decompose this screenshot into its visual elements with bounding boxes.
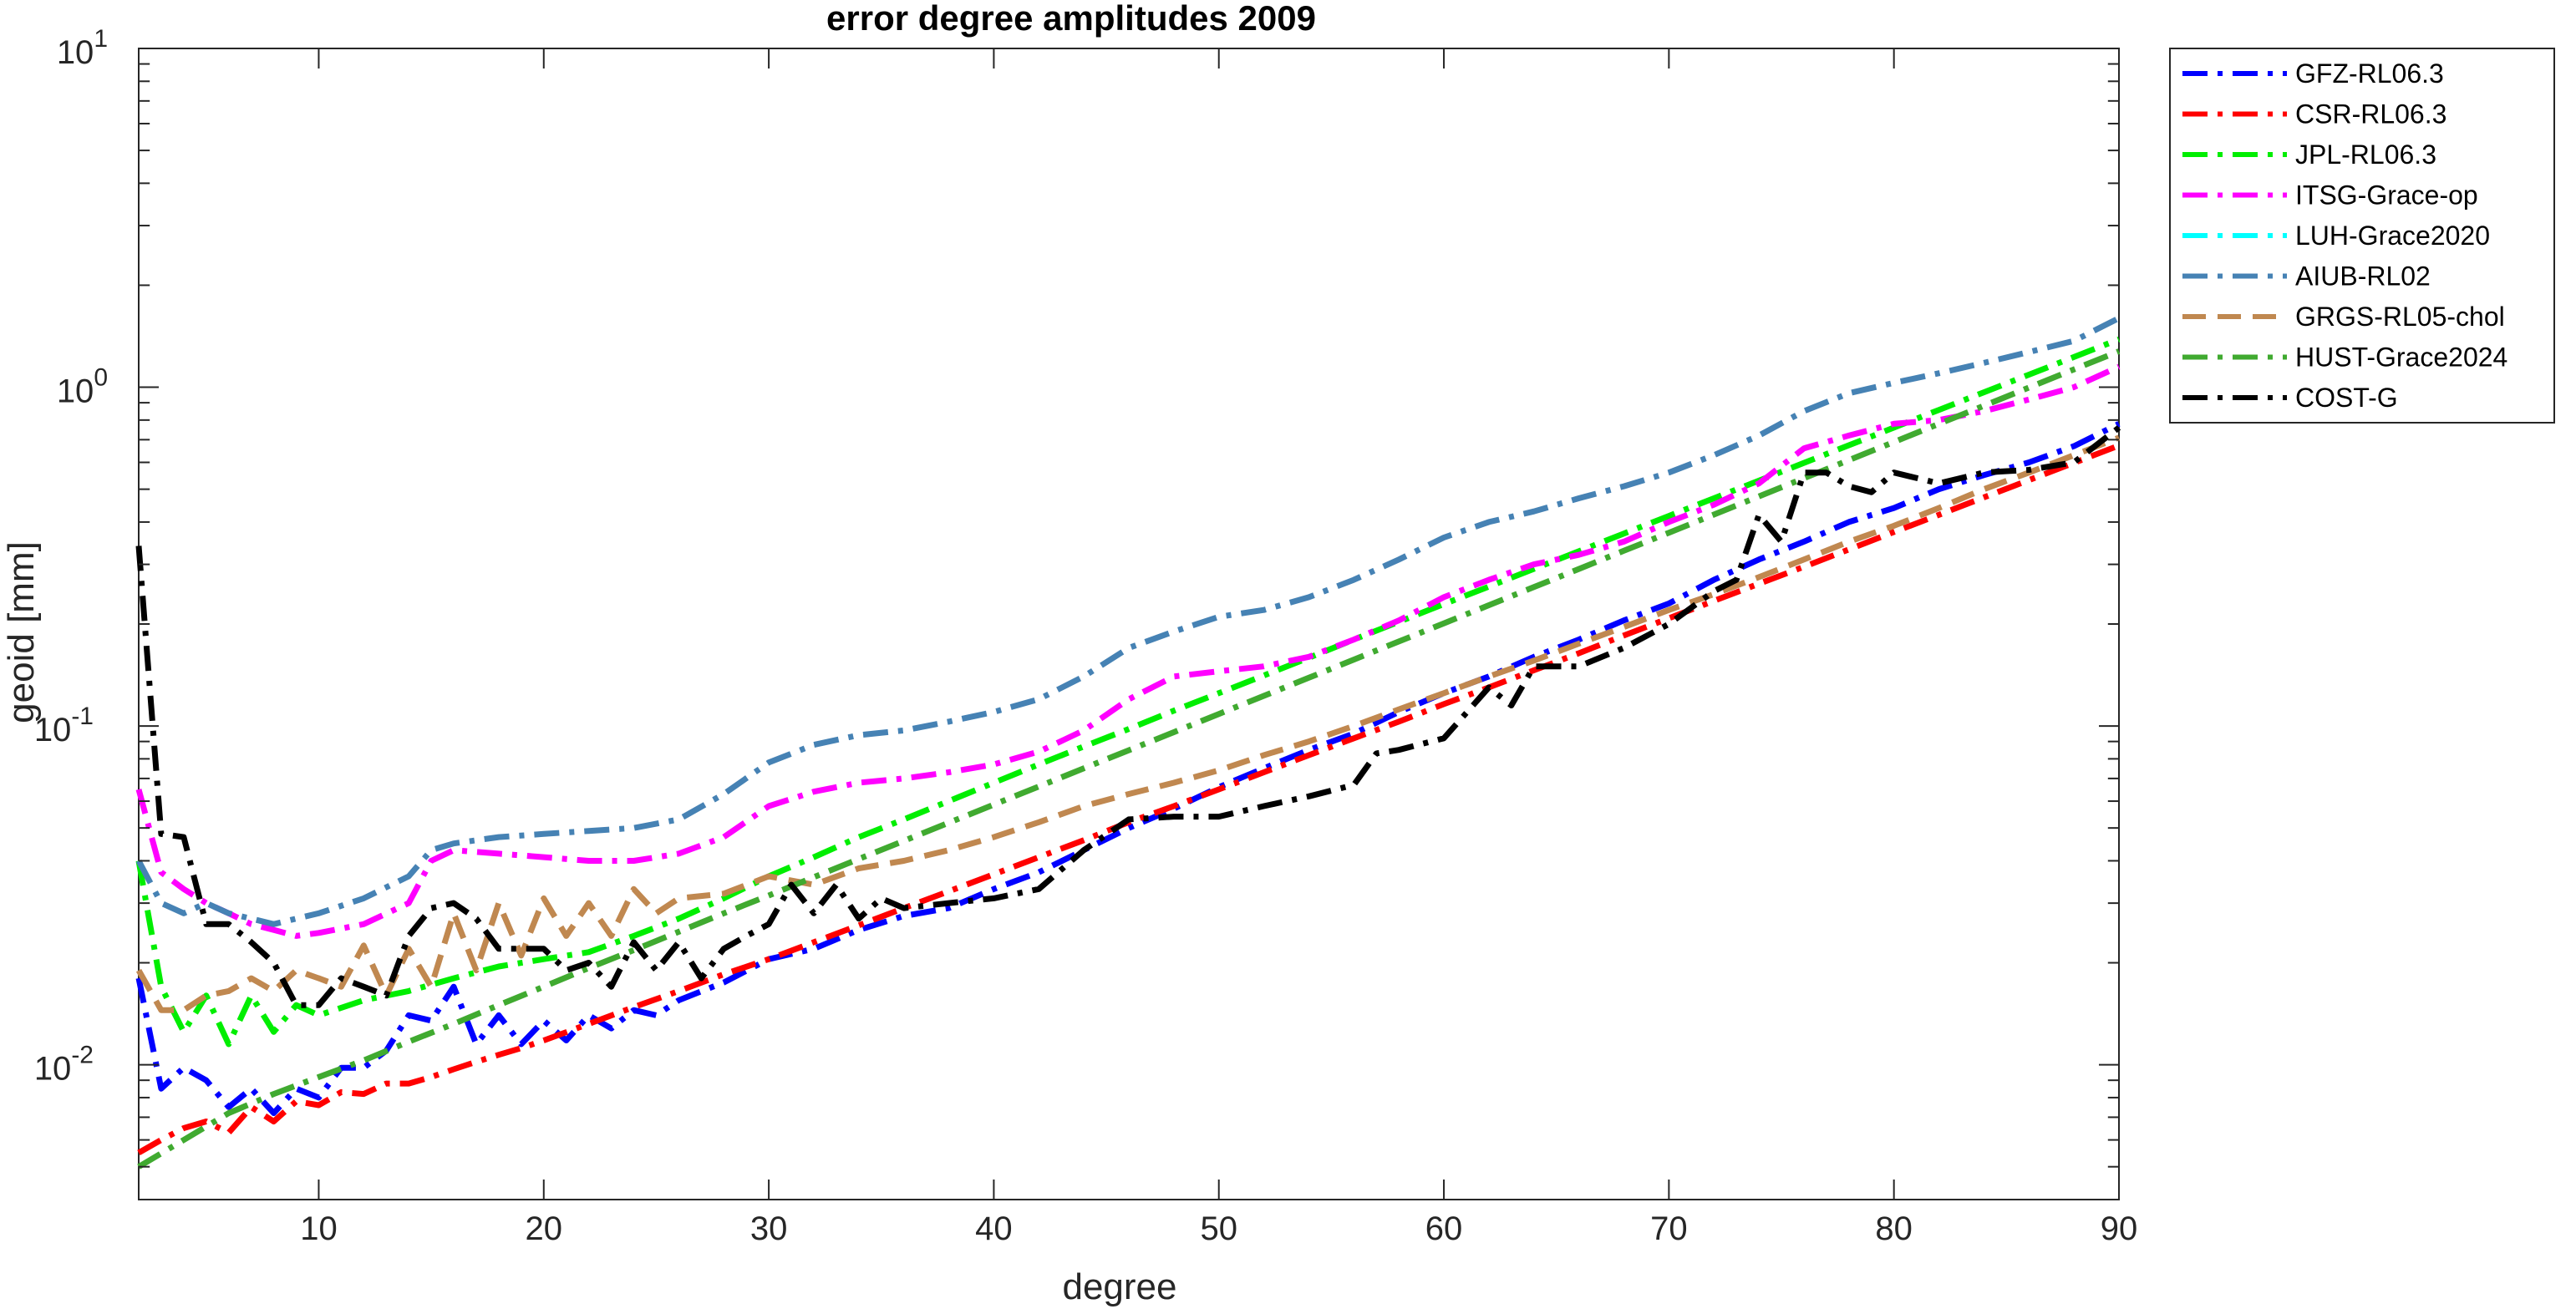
plot-area: 10 20 30 40 50 60 70 80 90 10-2 10-1 100 101 — [34, 25, 2137, 1247]
x-tick-label-60: 60 — [1425, 1210, 1463, 1247]
series-line-itsg-grace-op — [135, 363, 2121, 939]
series-line-gfz-rl06-3 — [135, 421, 2121, 1116]
series-layer — [135, 315, 2121, 1169]
series-line-grgs-rl05-chol — [135, 434, 2121, 1013]
series-line-csr-rl06-3 — [137, 443, 2121, 1155]
legend-label-grgs-rl05-chol: GRGS-RL05-chol — [2295, 302, 2505, 332]
legend-label-aiub-rl02: AIUB-RL02 — [2295, 261, 2431, 292]
series-line-hust-grace2024 — [137, 348, 2121, 1169]
legend-label-luh-grace2020: LUH-Grace2020 — [2295, 221, 2490, 251]
legend-items: GFZ-RL06.3 CSR-RL06.3 JPL-RL06.3 ITSG-Grace… — [2182, 58, 2507, 413]
tick-layer: 10 20 30 40 50 60 70 80 90 10-2 10-1 100 101 — [34, 25, 2137, 1247]
series-line-cost-g — [135, 425, 2121, 1008]
y-tick-label--2: 10-2 — [34, 1042, 94, 1088]
series-line-aiub-rl02 — [135, 315, 2121, 927]
x-tick-label-30: 30 — [750, 1210, 788, 1247]
y-axis-label: geoid [mm] — [1, 541, 42, 723]
axes-box — [138, 48, 2120, 1200]
x-tick-label-90: 90 — [2101, 1210, 2138, 1247]
y-tick-label--1: 10-1 — [34, 703, 94, 748]
legend: GFZ-RL06.3 CSR-RL06.3 JPL-RL06.3 ITSG-Grace… — [2169, 48, 2555, 424]
x-tick-label-10: 10 — [300, 1210, 338, 1247]
x-axis-label: degree — [1062, 1266, 1176, 1307]
x-tick-label-80: 80 — [1875, 1210, 1913, 1247]
legend-label-csr-rl06-3: CSR-RL06.3 — [2295, 99, 2446, 129]
y-tick-label-0: 100 — [57, 364, 108, 410]
x-tick-label-70: 70 — [1650, 1210, 1688, 1247]
x-tick-label-20: 20 — [526, 1210, 563, 1247]
x-tick-label-40: 40 — [975, 1210, 1013, 1247]
legend-label-jpl-rl06-3: JPL-RL06.3 — [2295, 140, 2436, 170]
legend-label-cost-g: COST-G — [2295, 383, 2398, 413]
legend-label-hust-grace2024: HUST-Grace2024 — [2295, 342, 2507, 373]
chart-title: error degree amplitudes 2009 — [826, 0, 1316, 38]
legend-label-itsg-grace-op: ITSG-Grace-op — [2295, 180, 2478, 211]
legend-label-gfz-rl06-3: GFZ-RL06.3 — [2295, 58, 2444, 89]
x-tick-label-50: 50 — [1200, 1210, 1237, 1247]
y-tick-label-1: 101 — [57, 25, 108, 71]
